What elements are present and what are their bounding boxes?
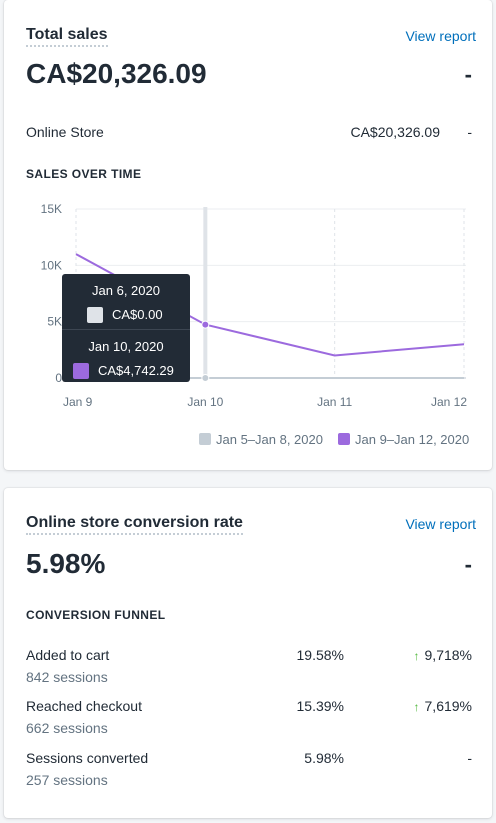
funnel-step-change: ↑ 9,718% bbox=[414, 647, 472, 663]
legend-swatch-current bbox=[338, 433, 350, 445]
chart-heading: SALES OVER TIME bbox=[26, 167, 142, 181]
y-tick-label: 10K bbox=[41, 258, 62, 272]
chart-tooltip: Jan 6, 2020 CA$0.00 Jan 10, 2020 CA$4,74… bbox=[62, 274, 190, 382]
funnel-step-sessions: 842 sessions bbox=[26, 669, 108, 685]
channel-value: CA$20,326.09 bbox=[350, 124, 440, 140]
total-sales-value: CA$20,326.09 bbox=[26, 58, 207, 89]
data-point bbox=[201, 320, 210, 329]
conversion-rate-value: 5.98% bbox=[26, 548, 106, 579]
funnel-step-percent: 15.39% bbox=[296, 698, 344, 714]
funnel-step-change: ↑ 7,619% bbox=[414, 698, 472, 714]
legend-item-previous[interactable]: Jan 5–Jan 8, 2020 bbox=[199, 432, 323, 447]
y-tick-label: 15K bbox=[41, 202, 62, 216]
hover-column bbox=[203, 207, 208, 378]
conversion-view-report-link[interactable]: View report bbox=[405, 516, 476, 532]
total-sales-card: Total sales View report CA$20,326.09 - O… bbox=[4, 0, 492, 470]
channel-label: Online Store bbox=[26, 124, 104, 140]
arrow-up-icon: ↑ bbox=[413, 700, 420, 714]
funnel-step-label: Added to cart bbox=[26, 647, 110, 663]
arrow-up-icon: ↑ bbox=[413, 649, 420, 663]
legend-label-previous: Jan 5–Jan 8, 2020 bbox=[216, 432, 323, 447]
funnel-step-label: Reached checkout bbox=[26, 698, 142, 714]
x-tick-label: Jan 10 bbox=[187, 395, 223, 409]
conversion-rate-card: Online store conversion rate View report… bbox=[4, 488, 492, 818]
legend-item-current[interactable]: Jan 9–Jan 12, 2020 bbox=[338, 432, 469, 447]
x-tick-label: Jan 11 bbox=[317, 395, 352, 409]
funnel-step-percent: 19.58% bbox=[296, 647, 344, 663]
funnel-step-change-value: 7,619% bbox=[424, 698, 472, 714]
legend-label-current: Jan 9–Jan 12, 2020 bbox=[355, 432, 470, 447]
tooltip-value-1: CA$0.00 bbox=[112, 307, 163, 322]
x-tick-label: Jan 12 bbox=[431, 395, 467, 409]
tooltip-swatch-2 bbox=[73, 363, 89, 379]
funnel-step-sessions: 662 sessions bbox=[26, 720, 108, 736]
conversion-rate-change: - bbox=[464, 552, 472, 577]
tooltip-value-2: CA$4,742.29 bbox=[98, 363, 174, 378]
funnel-step-label: Sessions converted bbox=[26, 750, 149, 766]
funnel-step-percent: 5.98% bbox=[304, 750, 344, 766]
funnel-step-sessions: 257 sessions bbox=[26, 772, 108, 788]
total-sales-change: - bbox=[464, 62, 472, 87]
funnel-step-change-value: 9,718% bbox=[424, 647, 472, 663]
total-sales-view-report-link[interactable]: View report bbox=[405, 28, 476, 44]
legend-swatch-previous bbox=[199, 433, 211, 445]
tooltip-date-1: Jan 6, 2020 bbox=[92, 283, 160, 298]
funnel-step-change: - bbox=[467, 750, 472, 766]
y-tick-label: 5K bbox=[47, 315, 62, 329]
tooltip-divider bbox=[62, 329, 190, 330]
conversion-title[interactable]: Online store conversion rate bbox=[26, 514, 243, 535]
data-point bbox=[201, 374, 210, 382]
y-tick-label: 0 bbox=[55, 371, 62, 385]
x-tick-label: Jan 9 bbox=[63, 395, 93, 409]
funnel-heading: CONVERSION FUNNEL bbox=[26, 608, 166, 622]
channel-change: - bbox=[467, 124, 472, 140]
total-sales-title[interactable]: Total sales bbox=[26, 26, 108, 47]
tooltip-date-2: Jan 10, 2020 bbox=[88, 339, 164, 354]
tooltip-swatch-1 bbox=[87, 307, 103, 323]
